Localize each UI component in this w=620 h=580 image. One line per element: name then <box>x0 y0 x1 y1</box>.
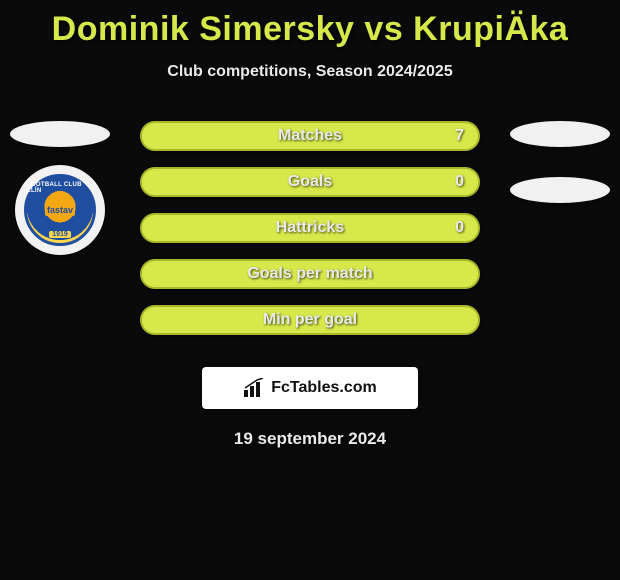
right-player-placeholder-1 <box>510 121 610 147</box>
club-year-text: 1919 <box>49 231 71 238</box>
bar-goals: Goals 0 <box>140 167 480 197</box>
bar-goals-per-match: Goals per match <box>140 259 480 289</box>
left-player-placeholder <box>10 121 110 147</box>
bar-hattricks: Hattricks 0 <box>140 213 480 243</box>
club-center-text: fastav <box>45 204 75 216</box>
left-club-badge: FOOTBALL CLUB ZLÍN fastav 1919 <box>15 165 105 255</box>
bar-label: Goals per match <box>247 265 372 283</box>
right-player-placeholder-2 <box>510 177 610 203</box>
bar-label: Hattricks <box>276 219 344 237</box>
chart-icon <box>243 378 265 398</box>
stat-bars: Matches 7 Goals 0 Hattricks 0 Goals per … <box>140 121 480 335</box>
bar-right-value: 0 <box>455 219 464 237</box>
club-name-text: FOOTBALL CLUB ZLÍN <box>27 182 93 194</box>
bar-label: Goals <box>288 173 332 191</box>
bar-min-per-goal: Min per goal <box>140 305 480 335</box>
page-subtitle: Club competitions, Season 2024/2025 <box>0 63 620 81</box>
brand-text: FcTables.com <box>271 379 377 397</box>
page-title: Dominik Simersky vs KrupiÄka <box>0 0 620 49</box>
bar-matches: Matches 7 <box>140 121 480 151</box>
bar-label: Min per goal <box>263 311 357 329</box>
right-column <box>500 121 620 203</box>
left-column: FOOTBALL CLUB ZLÍN fastav 1919 <box>0 121 120 255</box>
bar-right-value: 7 <box>455 127 464 145</box>
bar-right-value: 0 <box>455 173 464 191</box>
date-text: 19 september 2024 <box>0 429 620 449</box>
brand-box[interactable]: FcTables.com <box>202 367 418 409</box>
compare-area: FOOTBALL CLUB ZLÍN fastav 1919 Matches 7… <box>0 121 620 351</box>
bar-label: Matches <box>278 127 342 145</box>
club-logo: FOOTBALL CLUB ZLÍN fastav 1919 <box>24 174 96 246</box>
